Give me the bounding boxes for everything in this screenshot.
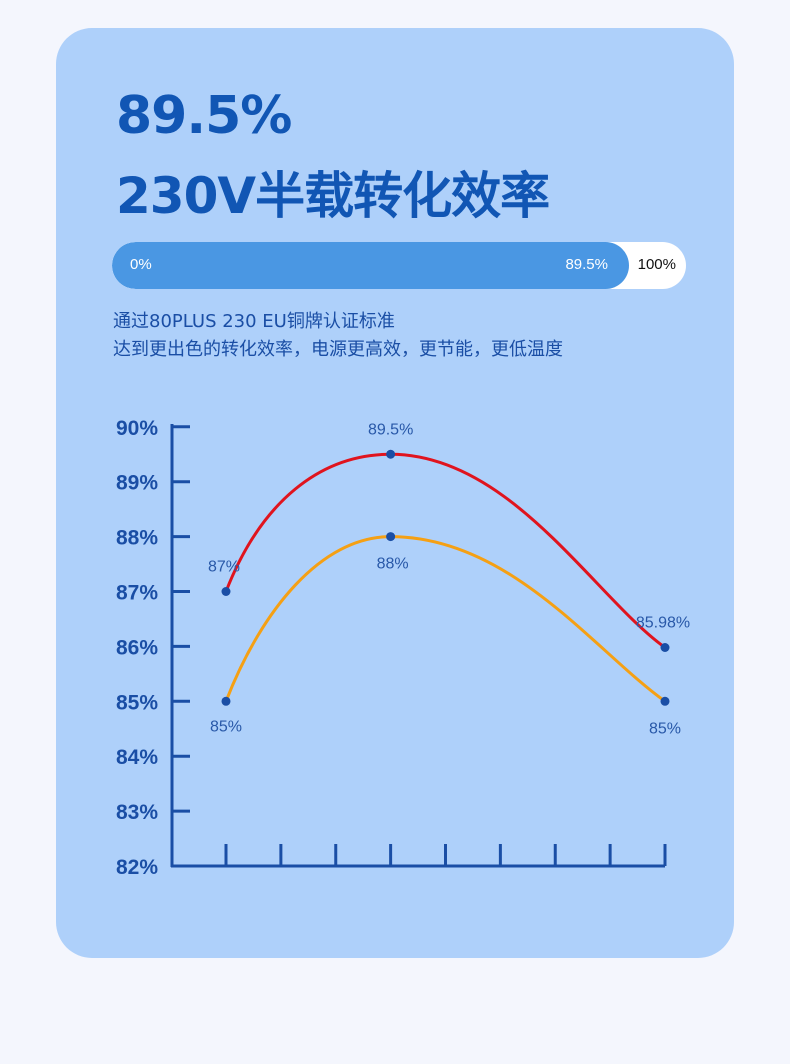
efficiency-value: 89.5% xyxy=(116,86,292,146)
y-tick-label: 83% xyxy=(116,801,158,824)
y-tick-label: 84% xyxy=(116,746,158,769)
data-point-marker xyxy=(386,532,396,542)
data-point-label: 85.98% xyxy=(636,614,690,631)
series-line-1 xyxy=(224,452,666,649)
y-tick-label: 90% xyxy=(116,417,158,440)
data-point-marker xyxy=(660,642,670,652)
efficiency-progress-bar: 0% 89.5% 100% xyxy=(112,242,686,289)
description-line-2: 达到更出色的转化效率，电源更高效，更节能，更低温度 xyxy=(113,339,563,360)
progress-start-label: 0% xyxy=(130,256,152,273)
data-point-label: 89.5% xyxy=(368,421,413,438)
y-tick-label: 88% xyxy=(116,527,158,550)
progress-value-label: 89.5% xyxy=(565,256,608,273)
progress-fill xyxy=(112,242,629,289)
data-point-marker xyxy=(221,587,231,596)
data-point-marker xyxy=(221,696,231,706)
y-tick-label: 89% xyxy=(116,472,158,495)
y-tick-label: 86% xyxy=(116,636,158,659)
data-point-label: 85% xyxy=(649,720,681,737)
data-point-marker xyxy=(660,696,670,706)
data-point-label: 85% xyxy=(210,718,242,735)
description-line-1: 通过80PLUS 230 EU铜牌认证标准 xyxy=(113,311,395,332)
data-point-marker xyxy=(386,449,396,459)
data-point-label: 88% xyxy=(377,556,409,573)
y-tick-label: 82% xyxy=(116,856,158,879)
progress-end-label: 100% xyxy=(637,256,676,273)
info-card xyxy=(56,28,734,958)
y-tick-label: 85% xyxy=(116,691,158,714)
data-point-label: 87% xyxy=(208,559,240,576)
series-line-2 xyxy=(224,535,666,703)
efficiency-title: 230V半载转化效率 xyxy=(116,167,550,225)
y-tick-label: 87% xyxy=(116,582,158,605)
